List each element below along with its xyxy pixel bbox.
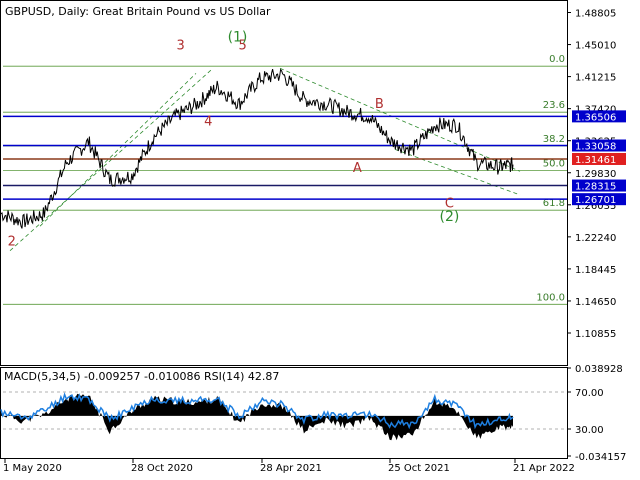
fib-level-label: 50.0 — [543, 158, 565, 169]
wave-label: 2 — [8, 235, 16, 250]
time-tick-label: 21 Apr 2022 — [513, 463, 575, 474]
price-tick-label: 1.26035 — [575, 201, 616, 212]
time-tick-label: 1 May 2020 — [3, 463, 62, 474]
macd-histogram — [1, 393, 513, 441]
price-tick-label: 1.45010 — [575, 41, 616, 52]
channel-line-upper — [39, 73, 197, 227]
wave-label: C — [445, 197, 454, 212]
chart-title: GBPUSD, Daily: Great Britain Pound vs US… — [5, 5, 271, 18]
price-tag-label: 1.36506 — [575, 112, 616, 123]
time-tick-label: 28 Oct 2020 — [131, 463, 193, 474]
wave-label: (2) — [440, 209, 460, 225]
wave-2-trendline — [279, 67, 521, 172]
price-tag — [572, 193, 626, 206]
support-resistance-levels — [3, 115, 567, 200]
price-tag — [572, 139, 626, 152]
fib-level-label: 0.0 — [549, 54, 565, 65]
time-tick-label: 25 Oct 2021 — [388, 463, 450, 474]
fib-level-label: 38.2 — [543, 134, 565, 145]
price-tag — [572, 179, 626, 192]
wave-label: (1) — [228, 29, 248, 45]
rsi-line — [0, 392, 514, 430]
price-line — [0, 68, 514, 229]
wave-label: 5 — [238, 39, 246, 54]
wave-label: 3 — [177, 39, 185, 54]
price-series — [0, 68, 514, 229]
price-tick-label: 1.41215 — [575, 73, 616, 84]
wave-label: B — [375, 97, 384, 112]
price-tick-label: 1.37420 — [575, 105, 616, 116]
timeframe: Daily: — [58, 5, 89, 18]
price-tags: 1.36506 1.33058 1.31461 1.28315 1.26701 — [572, 110, 626, 206]
indicator-tick-label: 0.038928 — [575, 364, 623, 375]
indicator-panel — [0, 391, 567, 441]
wave-label: A — [353, 161, 362, 176]
price-tag-label: 1.31461 — [575, 155, 616, 166]
wave-c-trendline — [394, 148, 521, 196]
symbol: GBPUSD — [5, 5, 51, 18]
indicator-label: MACD(5,34,5) -0.009257 -0.010086 RSI(14)… — [4, 370, 279, 383]
indicator-tick-label: -0.034157 — [575, 452, 626, 463]
fib-level-label: 23.6 — [543, 100, 565, 111]
wave-label: 4 — [204, 115, 212, 130]
price-tick-label: 1.10855 — [575, 329, 616, 340]
fib-level-label: 100.0 — [536, 292, 565, 303]
price-tag — [572, 152, 626, 165]
fib-level-label: 61.8 — [543, 198, 565, 209]
price-axis: 1.488051.450101.412151.374201.336251.298… — [567, 9, 616, 340]
symbol-description: Great Britain Pound vs US Dollar — [92, 5, 271, 18]
price-tick-label: 1.14650 — [575, 297, 616, 308]
indicator-axis: 0.038928 70.00 30.00 -0.034157 — [567, 364, 626, 463]
price-tick-label: 1.18445 — [575, 265, 616, 276]
time-axis: 1 May 2020 28 Oct 2020 28 Apr 2021 25 Oct 2… — [3, 459, 575, 474]
time-tick-label: 28 Apr 2021 — [260, 463, 322, 474]
price-tick-label: 1.22240 — [575, 233, 616, 244]
wave-labels: 2 3 4 5(1) B A C(2) — [8, 29, 460, 249]
indicator-tick-label: 70.00 — [575, 388, 604, 399]
price-tick-label: 1.48805 — [575, 9, 616, 20]
price-tag — [572, 110, 626, 123]
price-tag-label: 1.26701 — [575, 195, 616, 206]
indicator-tick-label: 30.00 — [575, 425, 604, 436]
price-tag-label: 1.33058 — [575, 141, 616, 152]
price-tag-label: 1.28315 — [575, 182, 616, 193]
price-tick-label: 1.29830 — [575, 169, 616, 180]
